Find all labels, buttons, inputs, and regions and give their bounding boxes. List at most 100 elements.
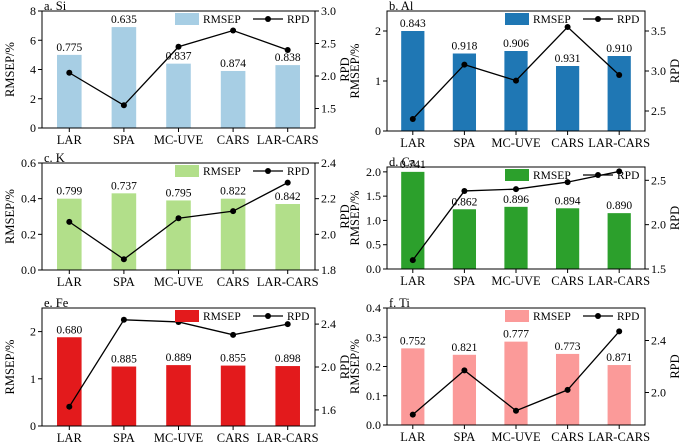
rmsep-bar: [607, 365, 631, 425]
y2-axis-title: RPD: [338, 355, 352, 379]
bar-data-label: 0.775: [56, 42, 82, 54]
left-tick-label: 2: [375, 24, 381, 38]
right-tick-label: 3.0: [651, 64, 666, 78]
left-tick-label: 0: [30, 121, 36, 135]
right-tick-label: 2.0: [651, 218, 666, 232]
right-tick-label: 2.0: [321, 69, 336, 83]
left-tick-label: 0.1: [366, 389, 381, 403]
bar-data-label: 0.910: [606, 43, 632, 55]
y-axis-title: RMSEP/%: [348, 44, 362, 99]
rpd-point: [284, 179, 291, 186]
legend-rmsep-label: RMSEP: [533, 14, 571, 26]
rpd-point: [175, 43, 182, 50]
y2-axis-title: RPD: [668, 354, 682, 378]
x-tick-label: LAR: [400, 136, 426, 150]
y2-axis-title: RPD: [338, 57, 352, 81]
right-tick-label: 1.5: [321, 102, 336, 116]
x-tick-label: CARS: [217, 133, 250, 147]
rmsep-bar: [504, 206, 528, 269]
left-tick-label: 2: [30, 325, 36, 339]
left-tick-label: 0: [375, 124, 381, 138]
panel-title: c. K: [44, 151, 65, 165]
panel-title: d. Ca: [389, 155, 416, 169]
x-tick-label: CARS: [551, 430, 584, 443]
bar-data-label: 0.906: [503, 38, 529, 50]
rmsep-bar: [607, 213, 631, 269]
x-tick-label: CARS: [551, 136, 584, 150]
rmsep-bar: [401, 171, 425, 269]
right-tick-label: 2.4: [651, 334, 666, 348]
bar-data-label: 0.821: [451, 342, 477, 354]
y2-axis-title: RPD: [668, 206, 682, 230]
panel-4: 0.0 0.5 1.0 1.5 2.0 1.5 2.0 2.5 LAR SPA MC-UVE CARS…: [348, 155, 682, 288]
rmsep-bar: [452, 53, 477, 131]
x-tick-label: MC-UVE: [491, 274, 541, 288]
y-axis-title: RMSEP/%: [3, 189, 17, 244]
x-tick-label: LAR-CARS: [257, 275, 319, 289]
x-tick-label: LAR-CARS: [257, 133, 319, 147]
rpd-point: [513, 186, 519, 193]
legend-rmsep-label: RMSEP: [533, 170, 571, 182]
bar-data-label: 0.822: [220, 186, 246, 198]
legend-rmsep-label: RMSEP: [203, 166, 241, 178]
rmsep-bar: [607, 56, 631, 131]
rpd-point: [230, 331, 237, 338]
legend-rpd-marker: [595, 16, 601, 22]
right-tick-label: 1.8: [321, 263, 336, 277]
left-tick-label: 0.4: [366, 301, 381, 315]
x-tick-label: CARS: [217, 431, 250, 443]
legend-rpd-marker: [595, 172, 601, 178]
left-tick-label: 0.0: [21, 263, 36, 277]
left-tick-label: 0: [30, 419, 36, 433]
x-tick-label: SPA: [113, 431, 135, 443]
rpd-point: [564, 179, 571, 186]
rpd-point: [409, 116, 416, 122]
rmsep-bar: [275, 65, 300, 128]
bar-data-label: 0.680: [56, 324, 82, 336]
bar-data-label: 0.871: [606, 352, 632, 364]
legend-rmsep-swatch: [505, 310, 529, 322]
bar-data-label: 0.752: [400, 335, 426, 347]
rpd-point: [513, 77, 519, 84]
rpd-point: [409, 257, 416, 264]
bar-data-label: 0.874: [220, 58, 246, 70]
legend-rpd-label: RPD: [617, 14, 639, 26]
rpd-point: [66, 69, 73, 76]
right-tick-label: 1.5: [651, 262, 666, 276]
rpd-point: [230, 208, 237, 215]
left-tick-label: 1: [30, 372, 36, 386]
rpd-point: [284, 47, 291, 53]
left-tick-label: 1.0: [366, 213, 381, 227]
rmsep-bar: [111, 366, 137, 426]
legend-rpd-marker: [265, 313, 271, 319]
left-tick-label: 0.0: [366, 262, 381, 276]
rpd-point: [461, 61, 468, 68]
rmsep-bar: [401, 348, 425, 425]
bar-data-label: 0.799: [56, 186, 82, 198]
bar-data-label: 0.918: [451, 41, 477, 53]
y-axis-title: RMSEP/%: [3, 42, 17, 97]
rpd-point: [513, 407, 519, 414]
x-tick-label: MC-UVE: [154, 133, 204, 147]
left-tick-label: 0.6: [21, 156, 36, 170]
left-tick-label: 0.3: [366, 330, 381, 344]
rpd-point: [616, 168, 623, 175]
x-tick-label: LAR-CARS: [257, 431, 319, 443]
panel-title: b. Al: [389, 0, 414, 13]
left-tick-label: 2.0: [366, 165, 381, 179]
panel-3: 0.0 0.2 0.4 0.6 1.8 2.0 2.2 2.4 LAR SPA MC-UVE CARS…: [3, 151, 352, 289]
rmsep-bar: [275, 366, 300, 426]
bar-data-label: 0.931: [555, 53, 581, 65]
bar-data-label: 0.842: [275, 191, 301, 203]
legend-rpd-label: RPD: [617, 170, 639, 182]
y-axis-title: RMSEP/%: [348, 339, 362, 394]
panel-title: a. Si: [44, 0, 67, 13]
bar-data-label: 0.890: [606, 200, 632, 212]
legend-rmsep-swatch: [175, 165, 199, 177]
rpd-point: [616, 328, 623, 335]
left-tick-label: 0.0: [366, 418, 381, 432]
x-tick-label: SPA: [113, 275, 135, 289]
right-tick-label: 2.4: [321, 156, 336, 170]
x-tick-label: LAR: [57, 431, 83, 443]
left-tick-label: 0.2: [21, 227, 36, 241]
